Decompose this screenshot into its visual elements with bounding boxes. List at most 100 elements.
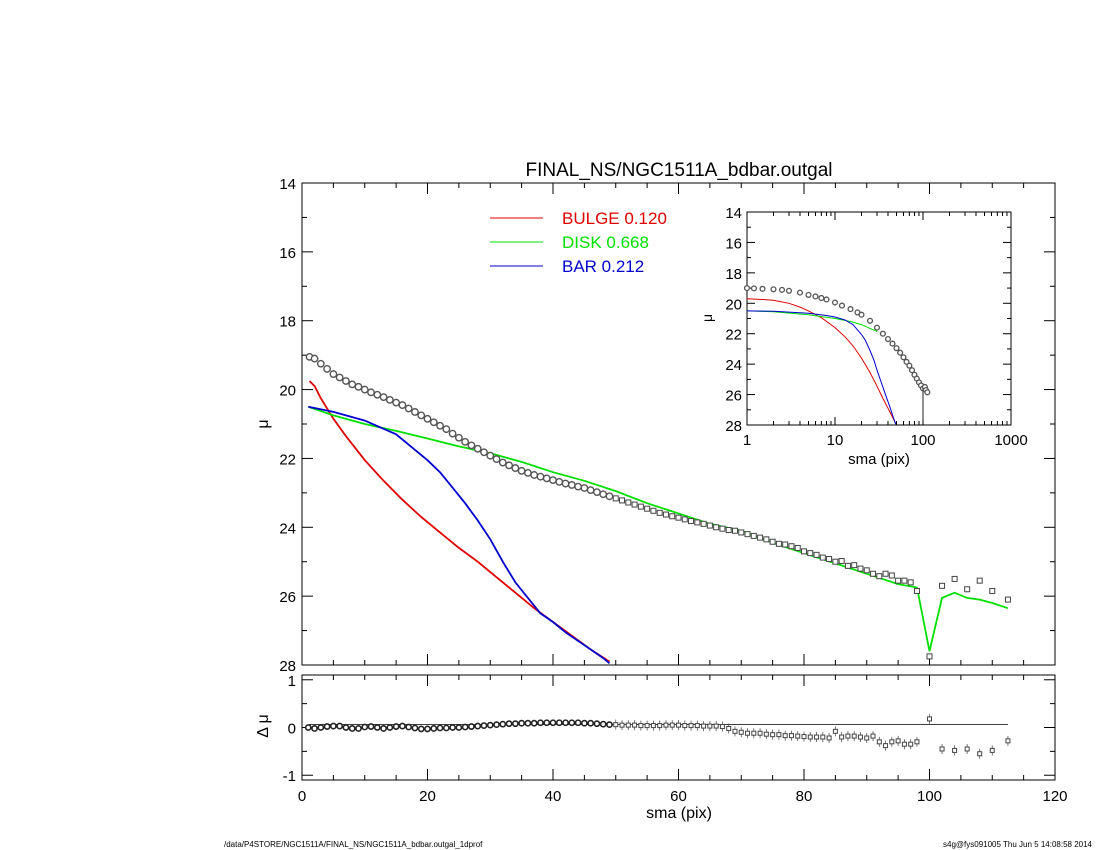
data-point — [882, 570, 889, 577]
data-point — [404, 404, 413, 413]
data-point — [619, 497, 626, 504]
data-point — [342, 377, 350, 385]
data-point — [373, 390, 382, 399]
residual-point — [776, 732, 782, 738]
data-point — [926, 653, 933, 660]
residual-point — [857, 734, 863, 740]
residual-point — [613, 722, 619, 728]
inset-data-point — [812, 293, 819, 300]
residual-point — [889, 739, 895, 745]
residual-point — [807, 734, 813, 740]
residual-point — [411, 724, 419, 732]
inset-data-point — [759, 285, 766, 292]
data-point — [392, 398, 401, 407]
inset-series-line-bar — [746, 310, 897, 425]
data-point — [826, 555, 833, 562]
residual-point — [839, 734, 845, 740]
residual-panel: 10-1 0 20 40 60 80 100 120 Δ μ sma (pix) — [255, 673, 1068, 822]
data-point — [913, 587, 920, 594]
residual-point — [524, 719, 532, 727]
data-point — [964, 586, 971, 593]
residual-point — [632, 722, 638, 728]
residual-point — [638, 723, 644, 729]
data-point — [863, 567, 870, 574]
x-tick-label: 0 — [298, 788, 306, 805]
data-point — [675, 514, 682, 521]
residual-point — [619, 722, 625, 728]
inset-data-points — [743, 285, 931, 421]
data-point — [467, 441, 476, 450]
data-point — [442, 425, 451, 434]
footer-file-path: /data/P4STORE/NGC1511A/FINAL_NS/NGC1511A… — [224, 840, 483, 849]
main-model-lines — [308, 380, 1009, 664]
inset-data-point — [879, 330, 886, 337]
data-point — [656, 509, 663, 516]
residual-point — [927, 716, 932, 722]
residual-point — [562, 719, 569, 727]
inset-series-line-disk — [746, 310, 878, 332]
data-point — [713, 524, 720, 531]
inset-data-point — [866, 317, 874, 324]
data-point — [429, 418, 438, 427]
x-tick-label: 60 — [670, 788, 687, 805]
residual-point — [845, 733, 851, 739]
data-point — [700, 520, 707, 527]
main-y-axis-label: μ — [255, 419, 272, 428]
data-point — [794, 544, 801, 551]
residual-point — [599, 720, 607, 728]
data-point — [895, 577, 902, 584]
inset-y-ticks: 14 16 18 20 22 24 26 28 — [725, 205, 1011, 435]
inset-x-tick-label: 100 — [910, 432, 935, 449]
residual-point — [336, 722, 344, 730]
residual-point — [864, 735, 870, 741]
data-point — [857, 565, 864, 572]
residual-point — [518, 719, 526, 727]
data-point — [681, 516, 688, 523]
inset-data-point — [796, 289, 804, 296]
residual-point — [770, 732, 776, 738]
residual-point — [329, 722, 337, 730]
data-point — [870, 570, 877, 577]
data-point — [976, 577, 983, 584]
inset-data-point — [893, 345, 900, 352]
data-point — [498, 458, 507, 467]
residual-point — [468, 723, 475, 730]
residual-point — [820, 734, 826, 740]
data-point — [644, 505, 651, 512]
inset-x-axis-label: sma (pix) — [848, 451, 910, 468]
data-point — [844, 562, 851, 569]
residual-point — [895, 738, 901, 744]
data-point — [612, 495, 619, 502]
residual-point — [883, 743, 889, 749]
data-point — [385, 395, 394, 404]
residual-point — [530, 719, 538, 727]
data-point — [454, 433, 463, 442]
inset-data-point — [743, 285, 751, 292]
data-point — [524, 468, 532, 477]
residual-point — [505, 720, 513, 728]
legend-label: DISK 0.668 — [562, 233, 649, 252]
data-point — [586, 486, 595, 495]
residual-point — [543, 719, 551, 727]
residual-y-ticks: 1 0 -1 — [283, 673, 1055, 785]
data-point — [593, 488, 601, 497]
main-y-tick-label: 24 — [279, 520, 296, 537]
series-line-disk — [308, 405, 1009, 652]
residual-point — [555, 719, 563, 727]
data-point — [782, 541, 789, 548]
inset-y-tick-label: 26 — [725, 388, 742, 405]
inset-y-axis-label: μ — [699, 314, 715, 322]
residual-point — [989, 747, 995, 753]
residual-point — [650, 723, 656, 729]
data-point — [907, 579, 914, 586]
residual-point — [795, 733, 801, 739]
residual-point — [593, 720, 601, 728]
data-point — [549, 476, 557, 485]
inset-data-point — [750, 285, 758, 292]
data-point — [838, 558, 845, 565]
data-point — [348, 380, 357, 389]
data-point — [719, 525, 726, 532]
data-point — [625, 499, 632, 506]
data-point — [832, 558, 839, 565]
data-point — [605, 492, 614, 501]
